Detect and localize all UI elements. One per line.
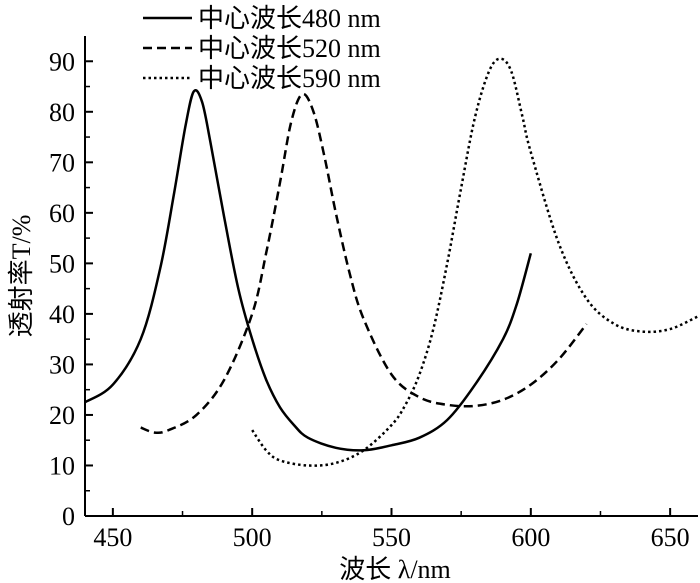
legend-label-1: 中心波长480 nm [198, 4, 381, 33]
y-tick-label: 0 [62, 502, 75, 531]
series-line-2 [140, 92, 588, 435]
x-tick-label: 650 [651, 523, 690, 552]
y-tick-label: 10 [49, 451, 75, 480]
series-line-1 [84, 88, 533, 452]
y-tick-label: 30 [49, 350, 75, 379]
legend-label-2: 中心波长520 nm [198, 34, 381, 63]
ticks: 0 10 20 30 40 50 60 70 80 90 450 500 550 600 650 [49, 47, 690, 552]
x-tick-label: 550 [372, 523, 411, 552]
y-tick-label: 50 [49, 249, 75, 278]
y-tick-label: 40 [49, 300, 75, 329]
series-lines [84, 57, 699, 467]
y-axis-label: 透射率T/% [7, 215, 36, 338]
y-tick-label: 20 [49, 401, 75, 430]
x-tick-label: 600 [511, 523, 550, 552]
x-axis-label: 波长 λ/nm [339, 555, 451, 583]
y-tick-label: 60 [49, 199, 75, 228]
y-tick-label: 80 [49, 98, 75, 127]
y-tick-label: 90 [49, 47, 75, 76]
y-tick-label: 70 [49, 148, 75, 177]
legend-label-3: 中心波长590 nm [198, 64, 381, 93]
series-line-3 [251, 57, 699, 467]
x-tick-label: 450 [93, 523, 132, 552]
x-tick-label: 500 [233, 523, 272, 552]
